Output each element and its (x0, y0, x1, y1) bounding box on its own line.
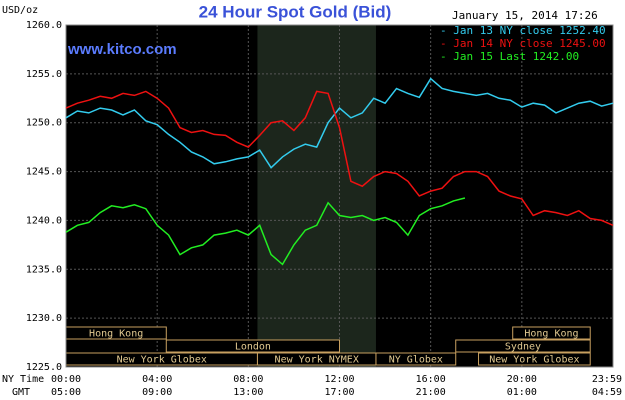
price-line (65, 90, 614, 226)
x-tick-label: 08:00 (233, 374, 263, 385)
timestamp: January 15, 2014 17:26 (452, 9, 598, 22)
session-label: London (235, 342, 271, 353)
session-label: Hong Kong (89, 329, 143, 340)
y-tick-label: 1250.0 (26, 118, 62, 129)
y-tick-label: 1245.0 (26, 167, 62, 178)
x2-tick-label: 01:00 (507, 387, 537, 398)
x-tick-label: 23:59 (592, 374, 622, 385)
y-tick-label: 1225.0 (26, 362, 62, 373)
y-tick-label: 1230.0 (26, 313, 62, 324)
session-label: Hong Kong (524, 329, 578, 340)
x-tick-label: 00:00 (51, 374, 81, 385)
price-line (65, 197, 466, 266)
x2-tick-label: 09:00 (142, 387, 172, 398)
x2-tick-label: 17:00 (324, 387, 354, 398)
session-box (478, 352, 591, 366)
x-tick-label: 12:00 (324, 374, 354, 385)
session-label: New York Globex (489, 355, 579, 366)
session-label: Sydney (505, 342, 541, 353)
plot-border (65, 24, 614, 368)
session-label: NY Globex (389, 355, 443, 366)
x2-tick-label: 04:59 (592, 387, 622, 398)
x2-tick-label: 05:00 (51, 387, 81, 398)
session-shade (257, 25, 376, 367)
x2-axis-label: GMT (12, 387, 30, 398)
x-tick-label: 04:00 (142, 374, 172, 385)
chart-title: 24 Hour Spot Gold (Bid) (199, 2, 392, 21)
y-axis-label: USD/oz (2, 5, 38, 16)
session-box (375, 352, 457, 366)
session-label: New York NYMEX (275, 355, 359, 366)
y-tick-label: 1255.0 (26, 69, 62, 80)
x-tick-label: 20:00 (507, 374, 537, 385)
session-box (455, 339, 591, 353)
session-label: New York Globex (117, 355, 207, 366)
x-tick-label: 16:00 (416, 374, 446, 385)
x2-tick-label: 21:00 (416, 387, 446, 398)
session-box (165, 339, 340, 353)
legend-entry: - Jan 13 NY close 1252.40 (440, 24, 606, 37)
x-axis-label: NY Time (2, 374, 44, 385)
price-line (65, 77, 614, 169)
y-tick-label: 1235.0 (26, 264, 62, 275)
y-tick-label: 1240.0 (26, 215, 62, 226)
session-box (512, 326, 591, 340)
x2-tick-label: 13:00 (233, 387, 263, 398)
y-tick-label: 1260.0 (26, 20, 62, 31)
legend-entry: - Jan 15 Last 1242.00 (440, 50, 579, 63)
watermark: www.kitco.com (67, 41, 177, 58)
legend-entry: - Jan 14 NY close 1245.00 (440, 37, 606, 50)
